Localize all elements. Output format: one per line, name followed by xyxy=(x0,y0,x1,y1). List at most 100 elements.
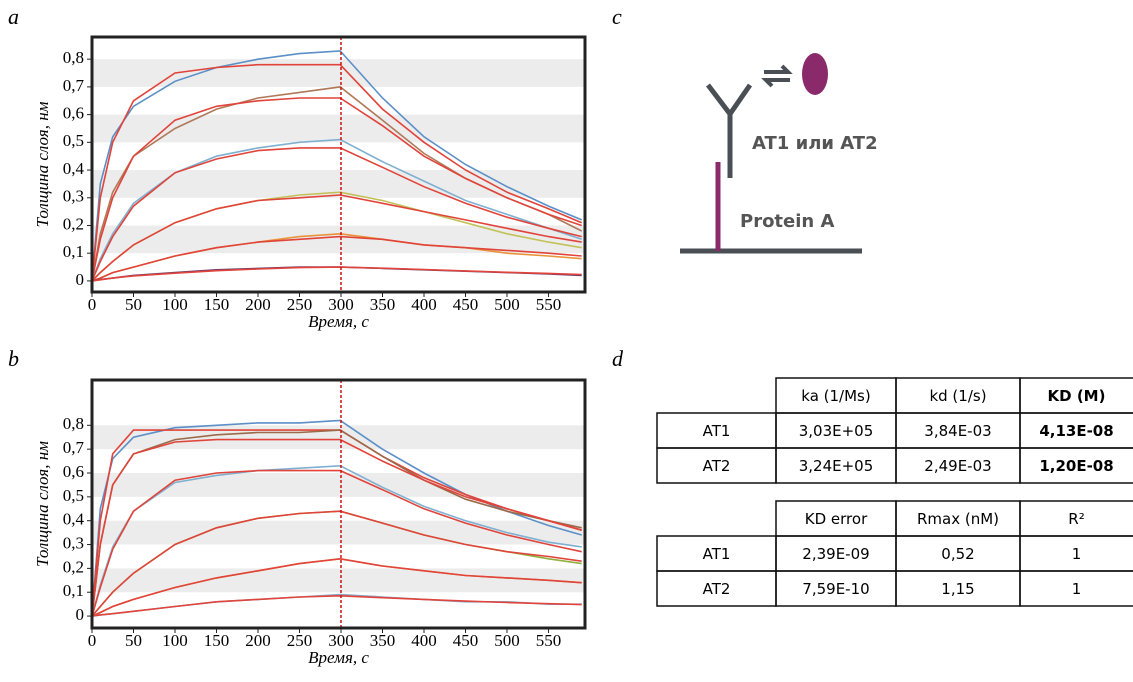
y-tick-label: 0,2 xyxy=(63,557,84,576)
series-line xyxy=(91,194,582,282)
plot-frame xyxy=(90,35,587,294)
y-tick-label: 0,3 xyxy=(63,533,84,552)
x-tick-label: 400 xyxy=(411,295,437,314)
x-tick-label: 300 xyxy=(328,631,354,650)
antibody-arm xyxy=(706,83,732,116)
x-tick-label: 550 xyxy=(536,631,562,650)
series-line xyxy=(91,50,583,281)
cell-text: 3,03E+05 xyxy=(799,422,874,440)
cell-text: 3,24E+05 xyxy=(799,457,874,475)
x-tick-label: 150 xyxy=(204,295,230,314)
series-line xyxy=(91,235,582,282)
series-line xyxy=(91,147,582,282)
y-tick-label: 0,5 xyxy=(63,486,84,505)
x-tick-label: 450 xyxy=(453,631,479,650)
grid-band xyxy=(92,568,585,593)
x-tick-label: 200 xyxy=(245,295,271,314)
cell-text: 0,52 xyxy=(941,545,974,563)
x-tick-label: 450 xyxy=(453,295,479,314)
protein-label: Protein A xyxy=(740,211,834,232)
x-tick-label: 200 xyxy=(245,631,271,650)
series-line xyxy=(91,266,582,282)
grid-band xyxy=(92,425,585,450)
series-line xyxy=(91,510,582,617)
cell-text: 2,39E-09 xyxy=(802,545,869,563)
series-line xyxy=(91,557,582,617)
diagram: AT1 или AT2 Protein A xyxy=(680,53,878,254)
y-tick-label: 0,5 xyxy=(63,131,84,150)
y-tick-label: 0,4 xyxy=(63,159,85,178)
antibody-label: AT1 или AT2 xyxy=(752,133,878,154)
x-tick-label: 500 xyxy=(494,631,520,650)
grid-band xyxy=(92,225,585,254)
y-tick-label: 0 xyxy=(76,270,85,289)
x-tick-label: 100 xyxy=(162,295,188,314)
cell-text: 4,13E-08 xyxy=(1039,422,1113,440)
y-tick-label: 0,7 xyxy=(63,438,85,457)
x-tick-label: 400 xyxy=(411,631,437,650)
series-line xyxy=(91,138,582,282)
x-tick-label: 0 xyxy=(88,631,97,650)
panel-label: a xyxy=(8,4,19,29)
grid-band xyxy=(92,59,585,87)
cell-text: 7,59E-10 xyxy=(802,580,869,598)
y-tick-label: 0,8 xyxy=(63,48,84,67)
y-tick-label: 0,2 xyxy=(63,214,84,233)
x-axis-label: Время, с xyxy=(308,648,369,667)
table-cell xyxy=(1019,570,1133,607)
y-axis-label: Толщина слоя, нм xyxy=(33,441,52,567)
series-line xyxy=(91,594,582,617)
cell-text: ka (1/Ms) xyxy=(801,387,870,405)
panel-label: c xyxy=(612,4,622,29)
panel-label: b xyxy=(8,346,19,371)
y-tick-label: 0,6 xyxy=(63,104,84,123)
y-tick-label: 0,8 xyxy=(63,414,84,433)
series-line xyxy=(91,438,582,617)
y-tick-label: 0,3 xyxy=(63,187,84,206)
grid-band xyxy=(92,473,585,497)
cell-text: KD error xyxy=(805,510,868,528)
grid-band xyxy=(92,520,585,545)
cell-text: AT1 xyxy=(703,422,731,440)
cell-text: 1 xyxy=(1072,580,1082,598)
x-tick-label: 350 xyxy=(370,295,396,314)
cell-text: kd (1/s) xyxy=(929,387,986,405)
y-tick-label: 0,1 xyxy=(63,581,84,600)
cell-text: Rmax (nM) xyxy=(917,510,999,528)
cell-text: AT1 xyxy=(703,545,731,563)
x-tick-label: 0 xyxy=(88,295,97,314)
equilibrium-arrows xyxy=(761,64,793,88)
x-tick-label: 50 xyxy=(125,631,142,650)
cell-text: 1 xyxy=(1072,545,1082,563)
y-tick-label: 0,6 xyxy=(63,462,84,481)
plot-frame xyxy=(90,378,587,630)
cell-text: 3,84E-03 xyxy=(924,422,991,440)
x-tick-label: 250 xyxy=(287,631,313,650)
x-tick-label: 500 xyxy=(494,295,520,314)
panel-label: d xyxy=(612,346,624,371)
y-tick-label: 0,4 xyxy=(63,510,85,529)
antigen xyxy=(802,53,828,95)
y-tick-label: 0,7 xyxy=(63,76,85,95)
y-axis-label: Толщина слоя, нм xyxy=(33,101,52,227)
series-line xyxy=(91,63,583,281)
x-tick-label: 100 xyxy=(162,631,188,650)
table-cell xyxy=(1019,447,1133,484)
y-tick-label: 0,1 xyxy=(63,242,84,261)
cell-text: KD (M) xyxy=(1048,387,1106,405)
cell-text: 1,20E-08 xyxy=(1039,457,1113,475)
x-tick-label: 550 xyxy=(536,295,562,314)
y-tick-label: 0 xyxy=(76,605,85,624)
x-tick-label: 250 xyxy=(287,295,313,314)
cell-text: AT2 xyxy=(703,580,731,598)
x-tick-label: 150 xyxy=(204,631,230,650)
cell-text: 2,49E-03 xyxy=(924,457,991,475)
cell-text: R² xyxy=(1068,510,1084,528)
x-tick-label: 350 xyxy=(370,631,396,650)
antibody-arm xyxy=(727,83,753,116)
x-tick-label: 300 xyxy=(328,295,354,314)
x-axis-label: Время, с xyxy=(308,312,369,331)
series-line xyxy=(91,97,582,282)
series-line xyxy=(91,419,582,617)
